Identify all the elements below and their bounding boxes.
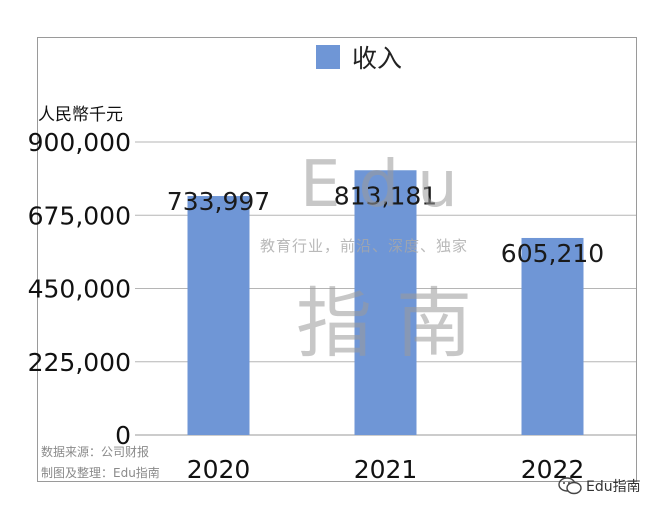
bar: [521, 237, 584, 435]
y-tick-label: 225,000: [28, 348, 131, 377]
watermark-zhinan: 指南: [296, 279, 496, 368]
legend: 收入: [316, 42, 403, 73]
legend-label: 收入: [352, 44, 403, 73]
x-tick-label: 2022: [521, 455, 585, 484]
wechat-label: Edu指南: [586, 479, 641, 495]
watermark-tagline: 教育行业，前沿、深度、独家: [260, 237, 469, 255]
wechat-icon: [558, 477, 582, 495]
bar: [354, 170, 417, 435]
y-tick-label: 450,000: [28, 275, 131, 304]
data-label: 813,181: [334, 181, 437, 210]
data-label: 733,997: [167, 187, 270, 216]
data-label: 605,210: [501, 239, 604, 268]
bar: [187, 196, 250, 435]
source-line-1: 数据来源：公司财报: [41, 445, 150, 459]
y-tick-label: 675,000: [28, 201, 131, 230]
y-axis-unit: 人民幣千元: [38, 105, 123, 125]
x-tick-label: 2020: [187, 455, 251, 484]
y-tick-label: 0: [115, 421, 131, 450]
x-tick-label: 2021: [354, 455, 418, 484]
y-tick-label: 900,000: [28, 128, 131, 157]
source-line-2: 制图及整理：Edu指南: [41, 466, 160, 480]
legend-swatch: [316, 45, 340, 69]
wechat-badge: Edu指南: [558, 476, 641, 496]
watermark-edu: Edu: [300, 148, 476, 222]
